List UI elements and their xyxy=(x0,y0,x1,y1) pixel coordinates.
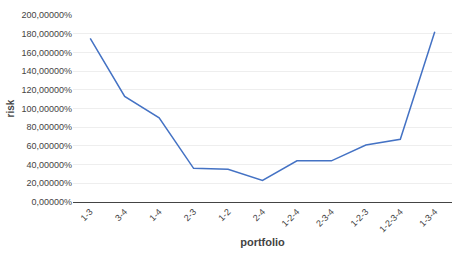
svg-text:1-2-4: 1-2-4 xyxy=(280,207,302,229)
svg-text:100,00000%: 100,00000% xyxy=(21,104,72,114)
svg-text:80,00000%: 80,00000% xyxy=(26,122,72,132)
svg-text:1-2-3-4: 1-2-3-4 xyxy=(377,207,405,235)
svg-text:3-4: 3-4 xyxy=(113,207,129,223)
svg-text:1-3: 1-3 xyxy=(79,207,95,223)
svg-text:1-4: 1-4 xyxy=(147,207,163,223)
svg-text:140,00000%: 140,00000% xyxy=(21,66,72,76)
svg-text:60,00000%: 60,00000% xyxy=(26,141,72,151)
svg-text:1-2-3: 1-2-3 xyxy=(349,207,371,229)
svg-text:2-3: 2-3 xyxy=(182,207,198,223)
svg-text:0,00000%: 0,00000% xyxy=(31,197,72,207)
svg-text:risk: risk xyxy=(5,99,16,117)
svg-text:160,00000%: 160,00000% xyxy=(21,48,72,58)
svg-text:1-2: 1-2 xyxy=(216,207,232,223)
svg-text:200,00000%: 200,00000% xyxy=(21,10,72,20)
svg-text:40,00000%: 40,00000% xyxy=(26,160,72,170)
svg-text:2-4: 2-4 xyxy=(251,207,267,223)
svg-text:2-3-4: 2-3-4 xyxy=(314,207,336,229)
svg-text:1-3-4: 1-3-4 xyxy=(417,207,439,229)
svg-text:portfolio: portfolio xyxy=(240,236,285,248)
svg-text:20,00000%: 20,00000% xyxy=(26,178,72,188)
svg-text:180,00000%: 180,00000% xyxy=(21,29,72,39)
svg-text:120,00000%: 120,00000% xyxy=(21,85,72,95)
